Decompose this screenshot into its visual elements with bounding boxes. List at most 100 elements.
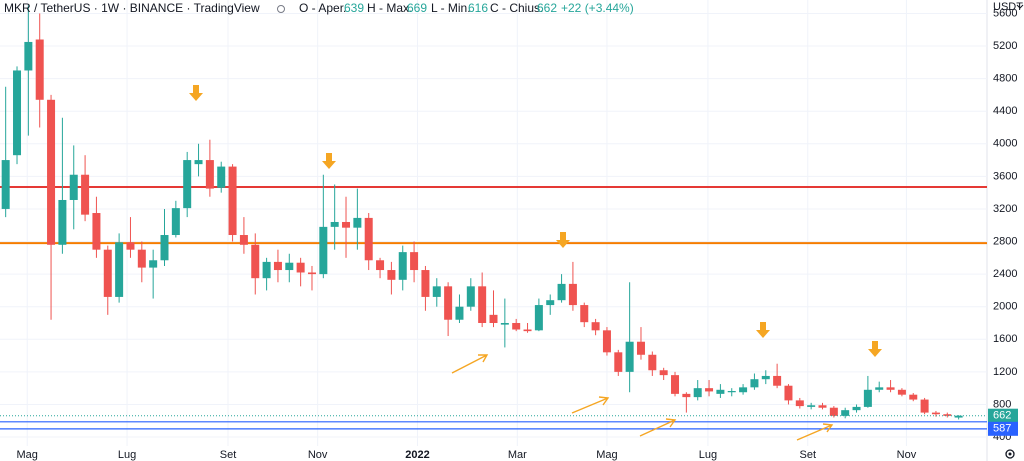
price-label-box — [988, 408, 1018, 423]
y-tick-label: 4000 — [993, 138, 1017, 150]
candle-body — [489, 314, 498, 323]
candle-body — [47, 99, 56, 245]
candle-body — [841, 410, 850, 416]
candle-body — [875, 387, 884, 390]
y-tick-label: 5200 — [993, 40, 1017, 52]
settings-icon[interactable] — [1005, 449, 1015, 459]
up-arrows — [451, 354, 834, 441]
candle-body — [807, 405, 816, 407]
x-tick-label: Nov — [897, 449, 917, 461]
candle-body — [296, 262, 305, 273]
candle-body — [829, 407, 838, 416]
candle-body — [466, 286, 475, 307]
candle-body — [149, 260, 158, 268]
ohlc-value: 662 — [537, 1, 557, 15]
up-arrow — [571, 396, 610, 414]
up-arrow — [451, 354, 489, 374]
candle-body — [398, 252, 407, 280]
ohlc-label: H - Max. — [367, 1, 412, 15]
candle-body — [126, 242, 135, 250]
candle-body — [739, 387, 748, 393]
candle-body — [852, 406, 861, 411]
candle-body — [863, 389, 872, 407]
change: +22 (+3.44%) — [561, 1, 634, 15]
chart-title: MKR / TetherUS · 1W · BINANCE · TradingV… — [4, 1, 260, 15]
candle-body — [239, 235, 248, 245]
candle-body — [342, 221, 351, 228]
x-tick-label: Mag — [596, 449, 617, 461]
candle-body — [614, 352, 623, 372]
candle-body — [115, 242, 124, 297]
candle-body — [137, 249, 146, 268]
candle-body — [773, 375, 782, 386]
down-arrows — [189, 85, 882, 357]
gear-center — [1008, 452, 1012, 456]
candle-body — [432, 286, 441, 297]
candle-body — [534, 305, 543, 331]
candle-body — [886, 387, 895, 390]
candle-body — [784, 385, 793, 401]
x-tick-label: Mar — [508, 449, 527, 461]
y-tick-label: 4800 — [993, 73, 1017, 85]
candle-body — [35, 39, 44, 100]
candle-body — [69, 174, 78, 200]
line-label: 587 — [993, 423, 1011, 435]
candle-body — [387, 270, 396, 280]
y-tick-label: 4400 — [993, 105, 1017, 117]
axis-unit: USDT — [993, 1, 1023, 13]
unit-dropdown[interactable] — [1016, 4, 1024, 9]
candle-body — [818, 405, 827, 408]
candle-body — [455, 306, 464, 320]
candle-body — [217, 166, 226, 188]
gear[interactable] — [1005, 449, 1015, 459]
candle-body — [330, 221, 339, 227]
ohlc-label: C - Chius. — [490, 1, 543, 15]
x-tick-label: Mag — [17, 449, 38, 461]
candle-body — [160, 235, 169, 261]
y-tick-label: 5600 — [993, 7, 1017, 19]
line-label-box — [988, 421, 1018, 436]
candle-body — [795, 400, 804, 407]
candle-body — [512, 322, 521, 330]
annotations — [189, 85, 882, 441]
candle-body — [943, 414, 952, 416]
x-tick-label: Lug — [118, 449, 136, 461]
x-tick-label: Nov — [308, 449, 328, 461]
candle-body — [376, 260, 385, 271]
candle-body — [671, 375, 680, 394]
candle-body — [557, 283, 566, 301]
candle-body — [58, 199, 67, 245]
candle-body — [194, 160, 203, 165]
candle-body — [897, 389, 906, 395]
down-arrow — [322, 153, 336, 169]
candle-body — [523, 329, 532, 332]
y-tick-label: 1600 — [993, 333, 1017, 345]
candle-body — [580, 305, 589, 323]
candle-body — [262, 261, 271, 279]
candle-body — [478, 286, 487, 323]
y-tick-label: 3600 — [993, 170, 1017, 182]
up-arrow — [639, 418, 677, 437]
candle-body — [727, 391, 736, 393]
down-arrow — [189, 85, 203, 101]
candle-body — [648, 354, 657, 371]
candle-body — [183, 160, 192, 209]
candle-body — [682, 393, 691, 398]
candle-body — [251, 244, 260, 279]
candle-body — [954, 415, 963, 418]
y-tick-label: 3200 — [993, 203, 1017, 215]
candle-body — [103, 249, 112, 297]
candle-body — [705, 388, 714, 392]
candle-body — [500, 322, 509, 325]
candle-body — [602, 330, 611, 353]
candle-body — [909, 394, 918, 400]
candle-body — [546, 300, 555, 306]
candle-body — [421, 270, 430, 297]
candle-body — [81, 174, 90, 215]
candle-body — [591, 322, 600, 331]
candle-body — [444, 286, 453, 320]
visibility-icon[interactable] — [277, 5, 285, 13]
header: MKR / TetherUS · 1W · BINANCE · TradingV… — [4, 1, 1024, 15]
candle-body — [205, 160, 214, 189]
